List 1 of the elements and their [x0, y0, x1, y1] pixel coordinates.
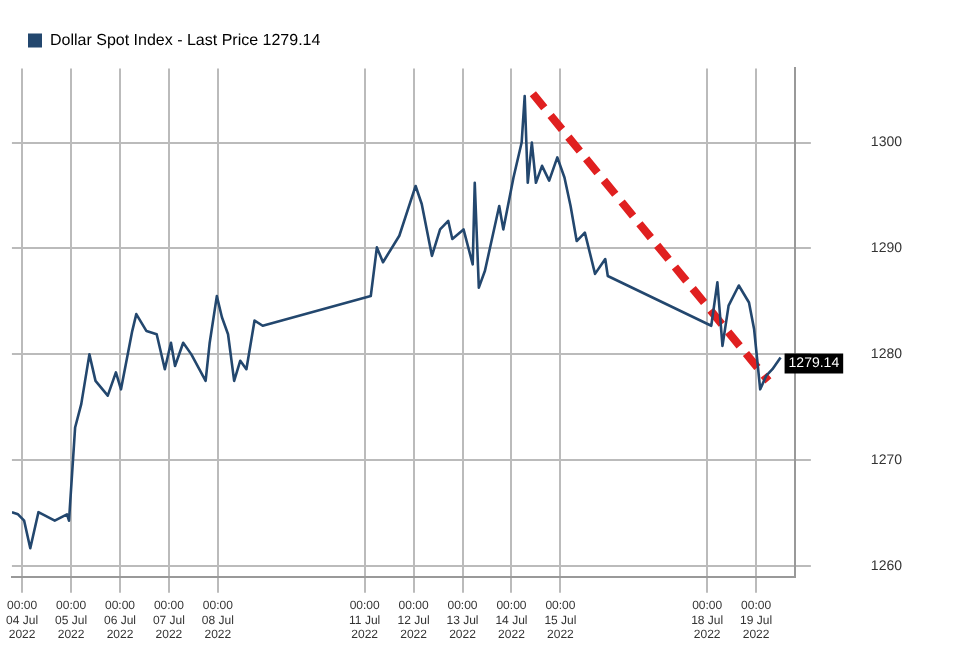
legend-label: Dollar Spot Index - Last Price 1279.14 [50, 30, 322, 49]
